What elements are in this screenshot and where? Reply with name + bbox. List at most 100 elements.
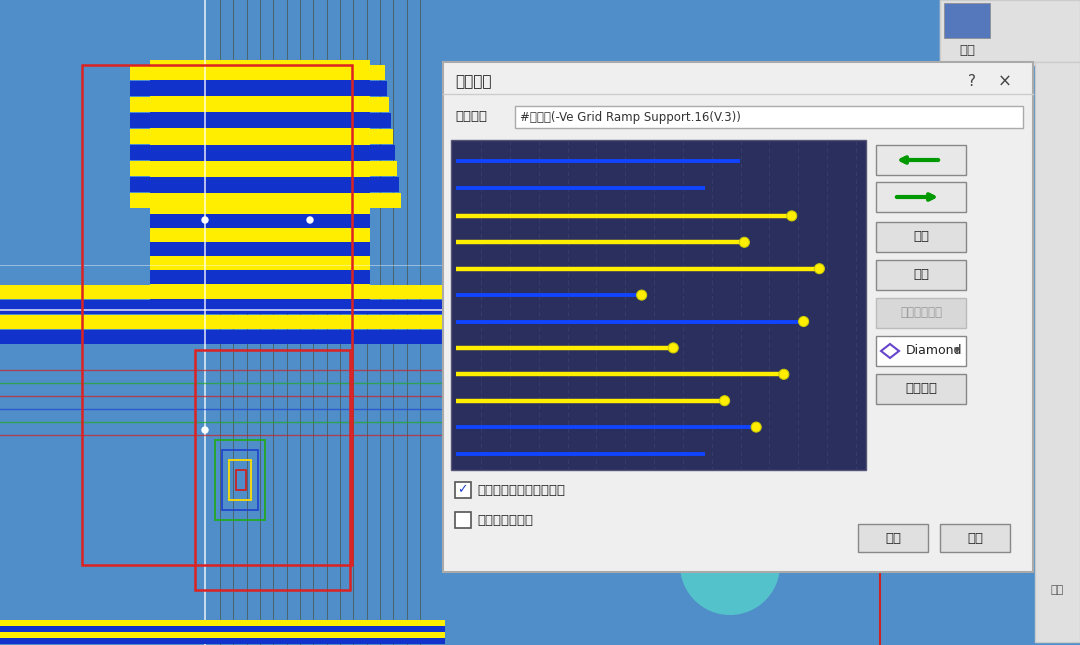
Text: 管理衰减: 管理衰减 — [455, 75, 491, 90]
Bar — [150, 74, 370, 88]
Bar — [150, 256, 370, 270]
Circle shape — [669, 343, 678, 353]
Bar — [150, 144, 370, 158]
Text: 取消: 取消 — [967, 531, 983, 544]
Text: 选择类似铺层: 选择类似铺层 — [900, 306, 942, 319]
Bar — [215, 440, 265, 520]
Bar — [940, 0, 1080, 65]
Bar — [150, 116, 370, 130]
Circle shape — [307, 217, 313, 223]
Bar — [130, 193, 240, 208]
Bar — [150, 186, 370, 200]
Circle shape — [740, 237, 750, 247]
Bar — [858, 524, 928, 552]
Bar — [130, 81, 240, 96]
Bar — [948, 3, 988, 33]
Bar — [455, 512, 471, 528]
Circle shape — [798, 317, 809, 326]
Circle shape — [814, 264, 824, 273]
Bar — [150, 60, 370, 74]
Bar — [130, 145, 240, 160]
Bar — [237, 81, 387, 96]
Bar — [150, 298, 370, 312]
Bar — [82, 65, 352, 565]
Bar — [876, 145, 966, 175]
Text: ▾: ▾ — [954, 344, 960, 357]
Bar — [0, 626, 445, 632]
Bar — [876, 222, 966, 252]
Bar — [222, 161, 397, 176]
Bar — [940, 524, 1010, 552]
Bar — [240, 65, 384, 80]
Bar — [130, 161, 240, 176]
Bar — [150, 242, 370, 256]
Bar — [229, 460, 251, 500]
Bar — [150, 88, 370, 102]
Bar — [443, 62, 1032, 572]
Bar — [150, 228, 370, 242]
Circle shape — [636, 290, 647, 300]
Bar — [455, 482, 471, 498]
Bar — [195, 350, 350, 590]
Circle shape — [202, 427, 208, 433]
Bar — [130, 65, 240, 80]
Bar — [219, 177, 399, 192]
Bar — [0, 632, 445, 638]
Bar — [876, 260, 966, 290]
Bar — [515, 106, 1023, 128]
Text: 应用阵列: 应用阵列 — [905, 382, 937, 395]
Bar — [876, 374, 966, 404]
Text: 全选: 全选 — [913, 268, 929, 281]
Bar — [130, 177, 240, 192]
Bar — [237, 470, 246, 490]
Text: 允许捕捉到曲线: 允许捕捉到曲线 — [477, 513, 534, 526]
Bar — [150, 130, 370, 144]
Bar — [876, 336, 966, 366]
Bar — [234, 97, 389, 112]
Bar — [876, 182, 966, 212]
Text: 更改斜坡支持面中的衰减: 更改斜坡支持面中的衰减 — [477, 484, 565, 497]
Circle shape — [786, 211, 797, 221]
Bar — [0, 300, 445, 314]
Bar — [1035, 62, 1080, 642]
Bar — [876, 298, 966, 328]
Bar — [451, 140, 866, 470]
Bar — [150, 270, 370, 284]
Circle shape — [202, 217, 208, 223]
Bar — [222, 450, 258, 510]
Bar — [150, 172, 370, 186]
Bar — [0, 315, 445, 329]
Circle shape — [719, 395, 730, 406]
Bar — [944, 3, 990, 38]
Bar — [940, 0, 1080, 62]
Text: #默认值(-Ve Grid Ramp Support.16(V.3)): #默认值(-Ve Grid Ramp Support.16(V.3)) — [519, 110, 741, 123]
Bar — [150, 158, 370, 172]
Text: 确定: 确定 — [885, 531, 901, 544]
Bar — [0, 638, 445, 644]
Text: 接合: 接合 — [959, 43, 975, 57]
Text: Diamond: Diamond — [906, 344, 962, 357]
Text: 实体信息: 实体信息 — [455, 110, 487, 123]
Bar — [0, 620, 445, 626]
Bar — [0, 0, 445, 645]
Bar — [0, 285, 445, 299]
Text: ?: ? — [968, 75, 976, 90]
Bar — [150, 200, 370, 214]
Bar — [130, 113, 240, 128]
Bar — [231, 113, 391, 128]
Circle shape — [752, 422, 761, 432]
Bar — [150, 102, 370, 116]
Circle shape — [779, 370, 788, 379]
Bar — [216, 193, 401, 208]
Bar — [0, 330, 445, 344]
Bar — [130, 129, 240, 144]
Text: ×: × — [998, 73, 1012, 91]
Bar — [225, 145, 395, 160]
Bar — [150, 214, 370, 228]
Text: 反转: 反转 — [913, 230, 929, 244]
Bar — [130, 97, 240, 112]
Text: 接合: 接合 — [982, 31, 998, 45]
Circle shape — [680, 515, 780, 615]
Text: ✓: ✓ — [457, 484, 468, 497]
Bar — [150, 284, 370, 298]
